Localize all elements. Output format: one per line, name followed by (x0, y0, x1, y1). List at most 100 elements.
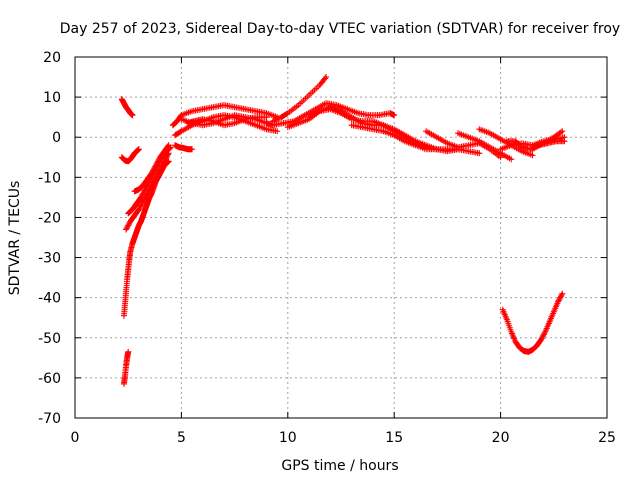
data-point (559, 290, 566, 297)
data-point (150, 167, 157, 174)
data-point (123, 225, 130, 232)
data-point (555, 298, 562, 305)
data-point (148, 170, 155, 177)
data-point (152, 163, 159, 170)
data-point (135, 146, 142, 153)
y-tick-label: 10 (43, 90, 61, 106)
series-arc-rise-c (131, 142, 172, 195)
y-tick-label: -60 (38, 371, 61, 387)
y-tick-label: -30 (38, 251, 61, 267)
data-point (137, 203, 144, 210)
data-point (142, 185, 149, 192)
data-point (141, 187, 148, 194)
data-point (540, 331, 547, 338)
series-arc-mid-c (306, 106, 462, 153)
y-tick-label: -10 (38, 170, 61, 186)
data-point (152, 162, 159, 169)
data-point (153, 160, 160, 167)
data-point (142, 186, 149, 193)
y-tick-label: 20 (43, 50, 61, 66)
data-point (155, 156, 162, 163)
data-point (275, 115, 282, 122)
data-point (151, 164, 158, 171)
chart-title: Day 257 of 2023, Sidereal Day-to-day VTE… (60, 21, 620, 37)
data-point (139, 191, 146, 198)
y-tick-label: -40 (38, 291, 61, 307)
data-point (140, 189, 147, 196)
series-arc-steep-low (120, 348, 132, 387)
data-point (164, 143, 171, 150)
data-point (137, 194, 144, 201)
data-point (558, 291, 565, 298)
data-point (125, 221, 132, 228)
data-point (557, 293, 564, 300)
data-point (323, 74, 330, 81)
data-point (322, 75, 329, 82)
series-arc-day-d (184, 114, 270, 129)
series-arc-peak-12h (269, 74, 330, 125)
series-arc-late-a (423, 128, 504, 161)
x-tick-label: 25 (598, 430, 616, 446)
y-tick-label: -20 (38, 210, 61, 226)
x-tick-label: 15 (385, 430, 403, 446)
x-tick-label: 10 (279, 430, 297, 446)
series-arc-mid-a (269, 100, 398, 129)
data-point (189, 146, 196, 153)
data-point (154, 159, 161, 166)
data-point (150, 166, 157, 173)
data-point (138, 193, 145, 200)
data-point (539, 334, 546, 341)
data-point (125, 348, 132, 355)
data-point (154, 158, 161, 165)
data-point (557, 129, 564, 136)
data-point (137, 202, 144, 209)
data-point (538, 336, 545, 343)
data-point (272, 116, 279, 123)
data-point (274, 128, 281, 135)
data-point (123, 226, 130, 233)
series-arc-early-high (118, 96, 136, 119)
y-axis-label: SDTVAR / TECUs (7, 181, 23, 296)
data-point (140, 190, 147, 197)
data-point (559, 128, 566, 135)
data-point (557, 294, 564, 301)
series-arc-early-mid (118, 146, 142, 165)
data-point (555, 297, 562, 304)
data-point (529, 152, 536, 159)
data-point (508, 156, 515, 163)
y-tick-label: 0 (52, 130, 61, 146)
data-point (540, 332, 547, 339)
data-point (391, 112, 398, 119)
x-axis-label: GPS time / hours (281, 458, 398, 474)
plot-frame (74, 56, 608, 419)
data-point (538, 335, 545, 342)
x-tick-label: 5 (177, 430, 186, 446)
data-point (129, 112, 136, 119)
series-arc-mid-d (348, 122, 483, 157)
data-point (136, 205, 143, 212)
series-arc-bowl-20h (499, 290, 566, 355)
data-points (118, 74, 568, 387)
data-point (556, 296, 563, 303)
series-arc-late-f (529, 128, 566, 153)
y-tick-label: -70 (38, 411, 61, 427)
data-point (138, 201, 145, 208)
data-point (274, 116, 281, 123)
series-arc-late-b (455, 130, 515, 163)
data-point (541, 330, 548, 337)
data-point (149, 168, 156, 175)
data-point (476, 150, 483, 157)
x-tick-label: 20 (492, 430, 510, 446)
y-tick-label: -50 (38, 331, 61, 347)
series-arc-day-a (169, 102, 281, 129)
axis-ticks: 0 5 10 15 20 25 20 10 0 -10 -20 -30 -40 -50 -60 -70 (38, 50, 616, 446)
data-point (135, 206, 142, 213)
series-arc-dip-5h (172, 142, 196, 153)
data-point (561, 138, 568, 145)
series-arc-late-e (503, 138, 568, 153)
data-point (124, 223, 131, 230)
data-point (165, 142, 172, 149)
data-point (263, 114, 270, 121)
data-point (125, 222, 132, 229)
